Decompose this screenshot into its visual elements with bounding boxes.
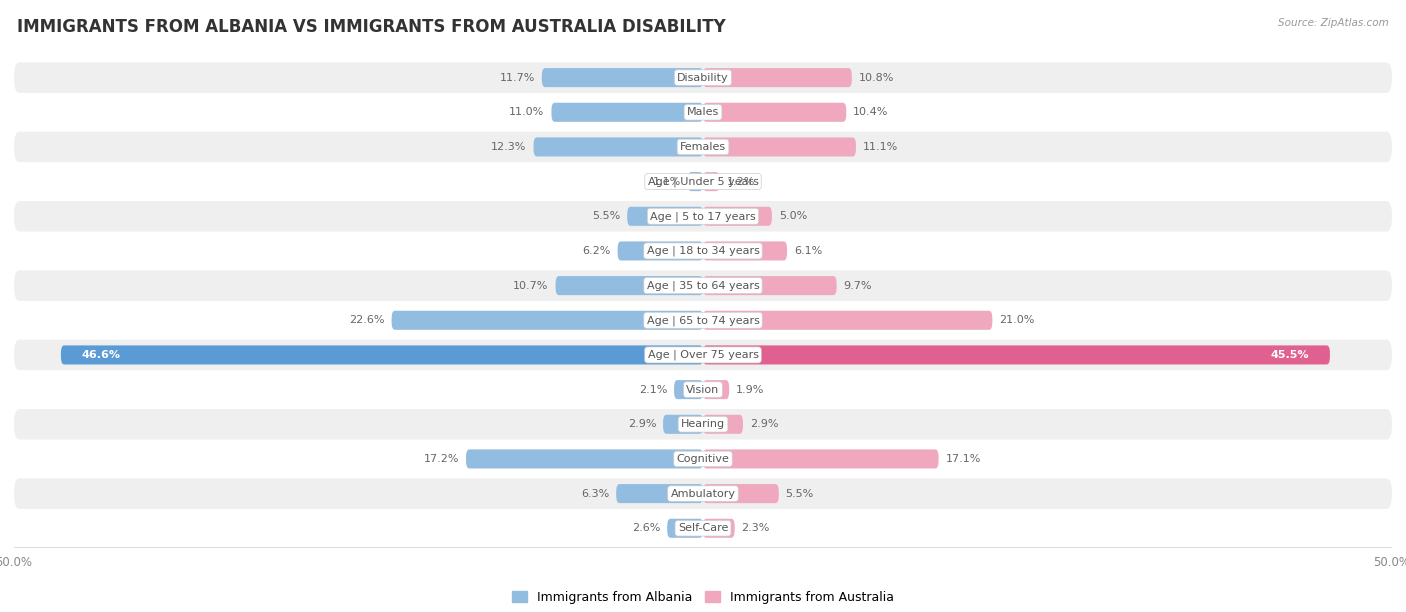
- Text: 6.2%: 6.2%: [582, 246, 610, 256]
- FancyBboxPatch shape: [541, 68, 703, 87]
- FancyBboxPatch shape: [14, 444, 1392, 474]
- Text: Ambulatory: Ambulatory: [671, 488, 735, 499]
- FancyBboxPatch shape: [703, 241, 787, 261]
- FancyBboxPatch shape: [14, 236, 1392, 266]
- Text: Hearing: Hearing: [681, 419, 725, 429]
- FancyBboxPatch shape: [14, 97, 1392, 127]
- FancyBboxPatch shape: [703, 311, 993, 330]
- FancyBboxPatch shape: [533, 138, 703, 157]
- FancyBboxPatch shape: [14, 201, 1392, 231]
- Text: 17.2%: 17.2%: [423, 454, 460, 464]
- FancyBboxPatch shape: [703, 449, 939, 468]
- Text: 10.4%: 10.4%: [853, 107, 889, 118]
- Text: Age | 65 to 74 years: Age | 65 to 74 years: [647, 315, 759, 326]
- Text: Age | 35 to 64 years: Age | 35 to 64 years: [647, 280, 759, 291]
- FancyBboxPatch shape: [14, 479, 1392, 509]
- FancyBboxPatch shape: [703, 345, 1330, 365]
- FancyBboxPatch shape: [14, 62, 1392, 93]
- Text: 11.1%: 11.1%: [863, 142, 898, 152]
- Text: 1.2%: 1.2%: [727, 177, 755, 187]
- FancyBboxPatch shape: [392, 311, 703, 330]
- Text: 6.3%: 6.3%: [581, 488, 609, 499]
- FancyBboxPatch shape: [664, 415, 703, 434]
- FancyBboxPatch shape: [14, 340, 1392, 370]
- FancyBboxPatch shape: [673, 380, 703, 399]
- FancyBboxPatch shape: [551, 103, 703, 122]
- Text: 6.1%: 6.1%: [794, 246, 823, 256]
- Text: Age | 5 to 17 years: Age | 5 to 17 years: [650, 211, 756, 222]
- Text: 2.6%: 2.6%: [631, 523, 661, 533]
- Text: 46.6%: 46.6%: [82, 350, 121, 360]
- FancyBboxPatch shape: [703, 519, 735, 538]
- Text: 11.0%: 11.0%: [509, 107, 544, 118]
- FancyBboxPatch shape: [703, 207, 772, 226]
- Text: 2.9%: 2.9%: [749, 419, 779, 429]
- FancyBboxPatch shape: [555, 276, 703, 295]
- FancyBboxPatch shape: [627, 207, 703, 226]
- FancyBboxPatch shape: [14, 375, 1392, 405]
- FancyBboxPatch shape: [465, 449, 703, 468]
- FancyBboxPatch shape: [703, 138, 856, 157]
- Text: Age | 18 to 34 years: Age | 18 to 34 years: [647, 245, 759, 256]
- Text: 11.7%: 11.7%: [499, 73, 534, 83]
- FancyBboxPatch shape: [703, 68, 852, 87]
- Text: Cognitive: Cognitive: [676, 454, 730, 464]
- Text: Males: Males: [688, 107, 718, 118]
- FancyBboxPatch shape: [616, 484, 703, 503]
- FancyBboxPatch shape: [703, 484, 779, 503]
- FancyBboxPatch shape: [703, 415, 742, 434]
- Text: 1.1%: 1.1%: [652, 177, 681, 187]
- Text: 10.7%: 10.7%: [513, 281, 548, 291]
- FancyBboxPatch shape: [703, 276, 837, 295]
- Text: 17.1%: 17.1%: [945, 454, 981, 464]
- FancyBboxPatch shape: [668, 519, 703, 538]
- Text: 2.9%: 2.9%: [627, 419, 657, 429]
- FancyBboxPatch shape: [14, 132, 1392, 162]
- FancyBboxPatch shape: [703, 172, 720, 191]
- FancyBboxPatch shape: [14, 409, 1392, 439]
- Text: Disability: Disability: [678, 73, 728, 83]
- Text: Source: ZipAtlas.com: Source: ZipAtlas.com: [1278, 18, 1389, 28]
- Text: 2.3%: 2.3%: [741, 523, 770, 533]
- Text: Self-Care: Self-Care: [678, 523, 728, 533]
- Text: 45.5%: 45.5%: [1271, 350, 1309, 360]
- FancyBboxPatch shape: [14, 305, 1392, 335]
- Text: Age | Under 5 years: Age | Under 5 years: [648, 176, 758, 187]
- Text: 5.5%: 5.5%: [786, 488, 814, 499]
- Text: 5.5%: 5.5%: [592, 211, 620, 222]
- Text: 21.0%: 21.0%: [1000, 315, 1035, 325]
- FancyBboxPatch shape: [703, 103, 846, 122]
- Text: Age | Over 75 years: Age | Over 75 years: [648, 349, 758, 360]
- Text: 9.7%: 9.7%: [844, 281, 872, 291]
- FancyBboxPatch shape: [60, 345, 703, 365]
- FancyBboxPatch shape: [688, 172, 703, 191]
- FancyBboxPatch shape: [703, 380, 730, 399]
- Text: 22.6%: 22.6%: [349, 315, 385, 325]
- FancyBboxPatch shape: [14, 166, 1392, 197]
- Text: 1.9%: 1.9%: [737, 384, 765, 395]
- Text: Females: Females: [681, 142, 725, 152]
- Text: 12.3%: 12.3%: [491, 142, 527, 152]
- Text: IMMIGRANTS FROM ALBANIA VS IMMIGRANTS FROM AUSTRALIA DISABILITY: IMMIGRANTS FROM ALBANIA VS IMMIGRANTS FR…: [17, 18, 725, 36]
- FancyBboxPatch shape: [14, 513, 1392, 543]
- Text: 5.0%: 5.0%: [779, 211, 807, 222]
- Text: Vision: Vision: [686, 384, 720, 395]
- FancyBboxPatch shape: [14, 271, 1392, 301]
- Text: 2.1%: 2.1%: [638, 384, 668, 395]
- Legend: Immigrants from Albania, Immigrants from Australia: Immigrants from Albania, Immigrants from…: [508, 586, 898, 609]
- Text: 10.8%: 10.8%: [859, 73, 894, 83]
- FancyBboxPatch shape: [617, 241, 703, 261]
